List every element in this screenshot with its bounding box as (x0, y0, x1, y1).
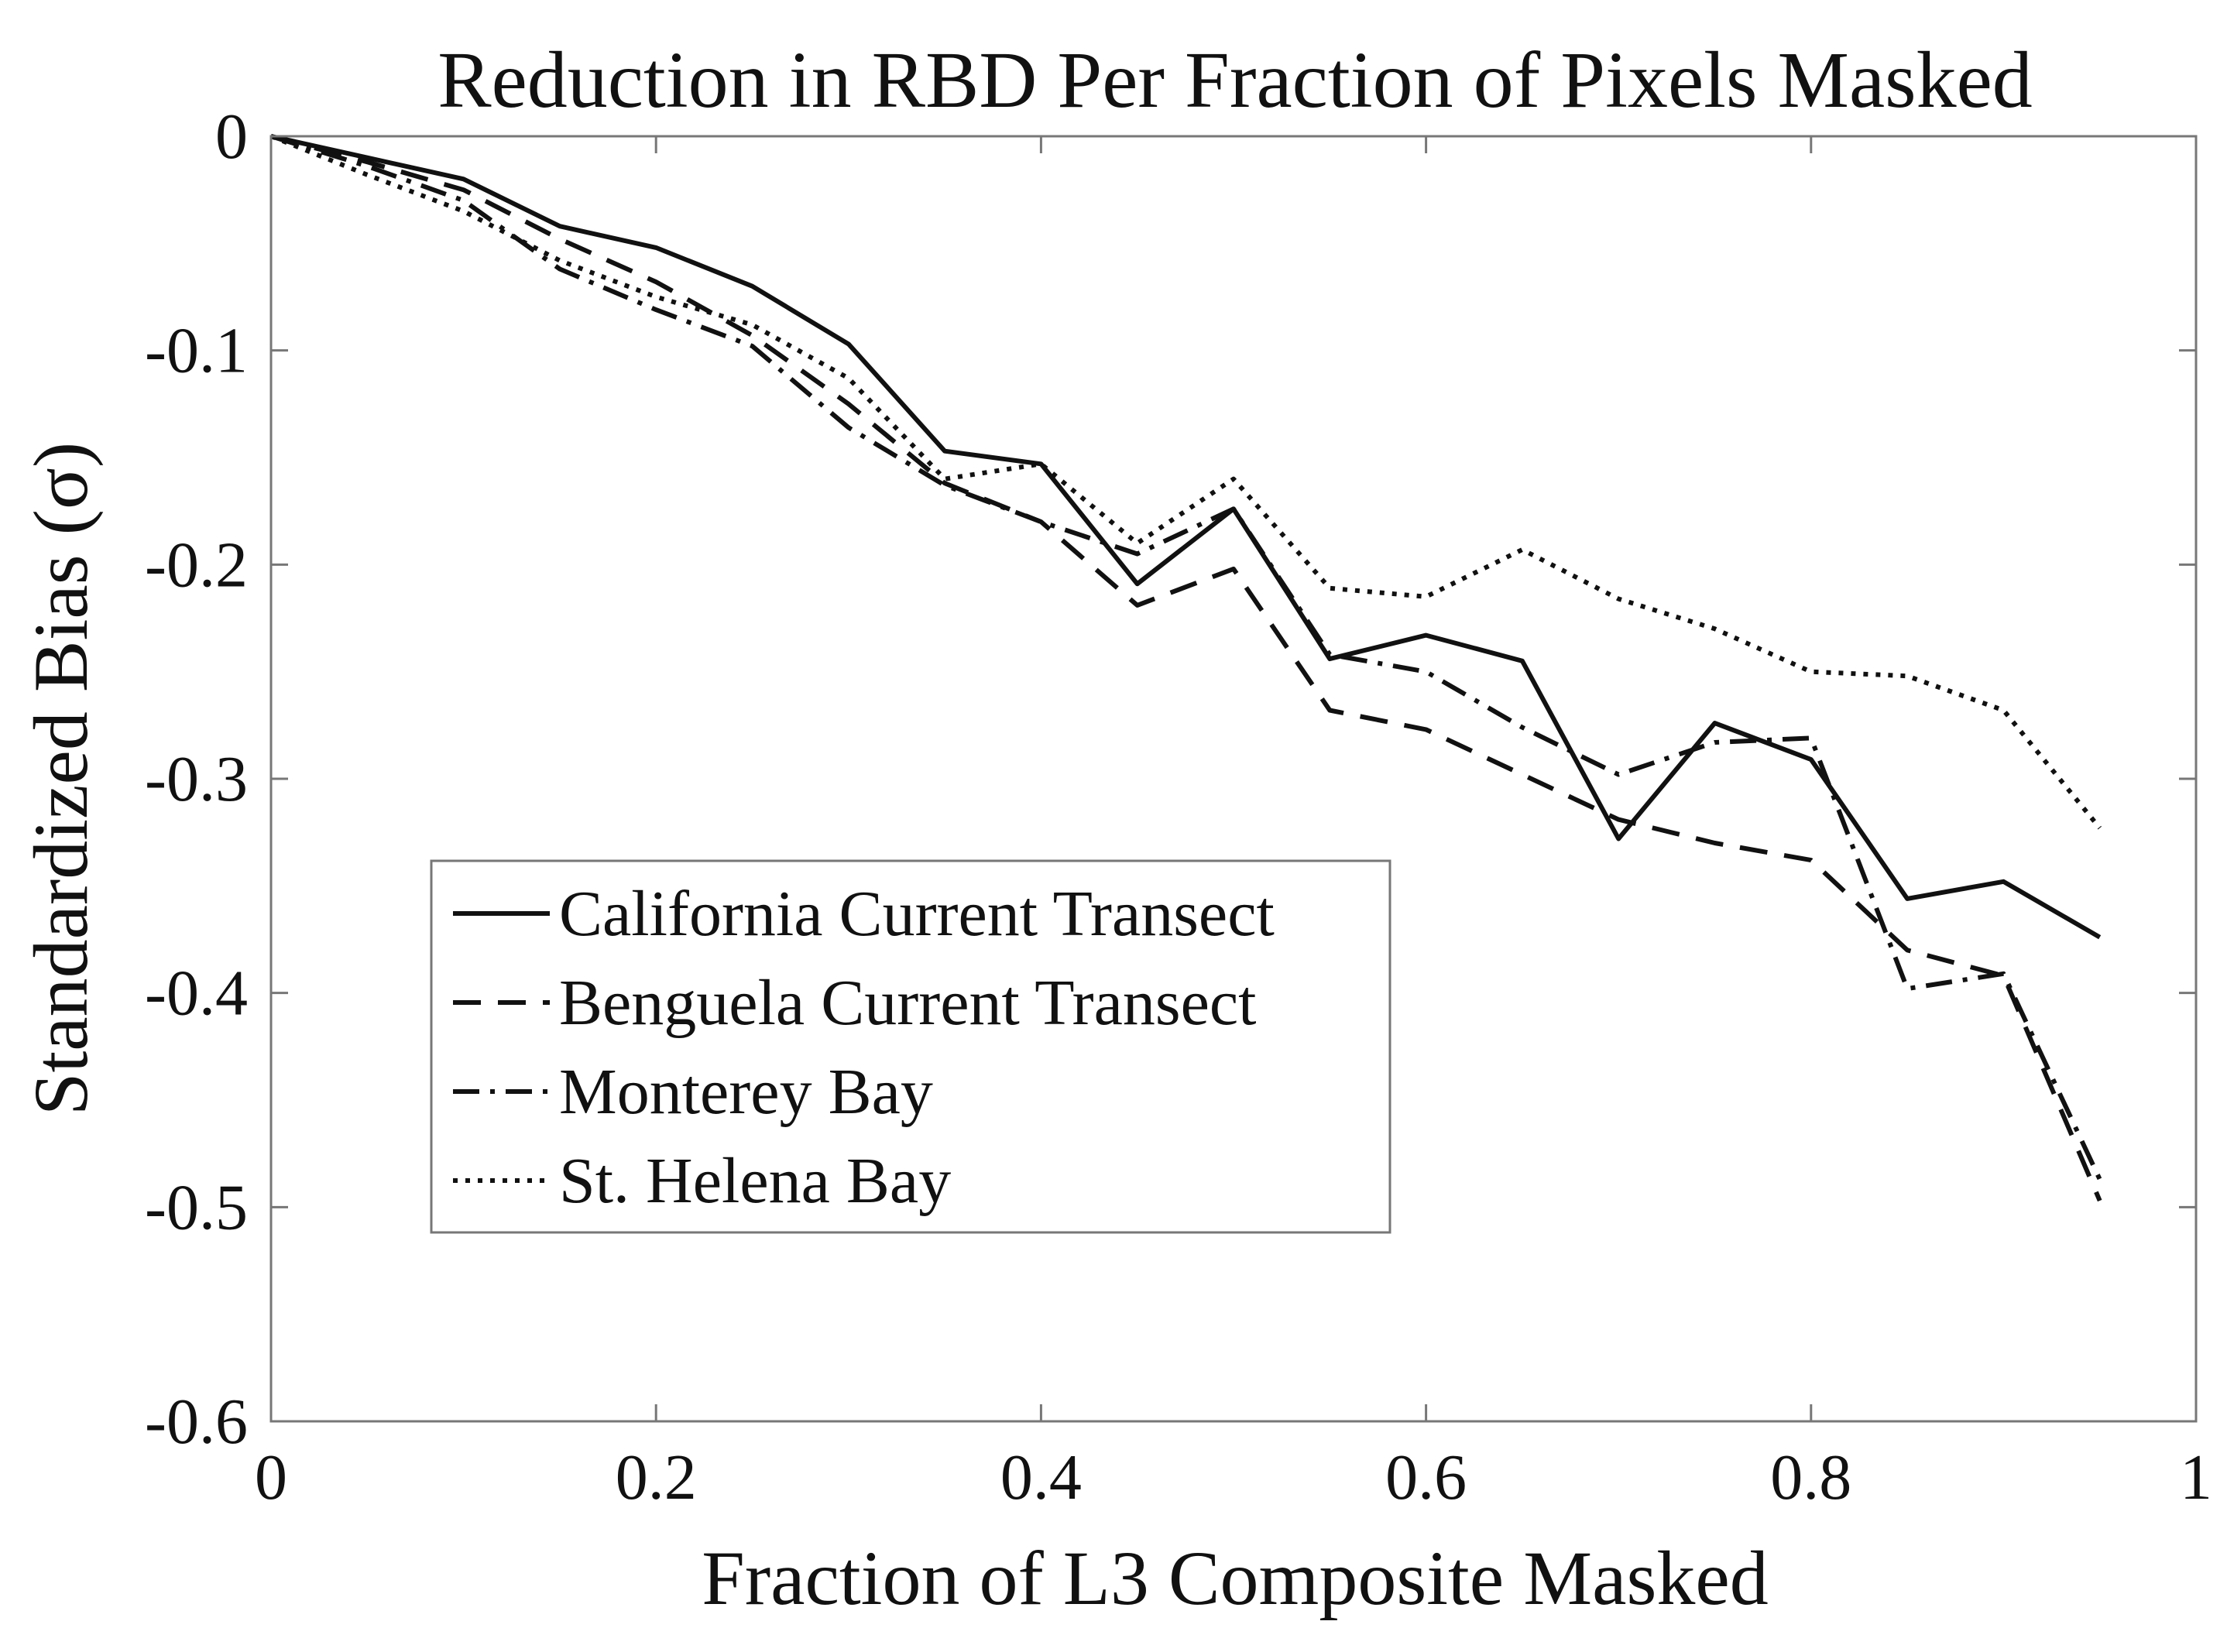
y-axis-label: Standardized Bias (σ) (18, 442, 104, 1116)
x-tick-label: 0.8 (1770, 1441, 1851, 1513)
legend: California Current Transect Benguela Curr… (430, 859, 1391, 1234)
series-line-california-current-transect (270, 134, 2102, 940)
legend-box (430, 859, 1391, 1234)
x-tick-label: 0.2 (616, 1441, 697, 1513)
legend-label-benguela-current-transect: Benguela Current Transect (559, 967, 1257, 1039)
series-line-benguela-current-transect (270, 134, 2102, 1202)
legend-label-st-helena-bay: St. Helena Bay (559, 1145, 951, 1217)
x-axis-label: Fraction of L3 Composite Masked (702, 1535, 1769, 1621)
x-tick-label: 0 (255, 1441, 287, 1513)
y-tick-label: -0.1 (145, 315, 248, 387)
series-line-st-helena-bay (269, 134, 2102, 830)
y-tick-label: 0 (215, 101, 248, 173)
plot-area-frame (269, 135, 2198, 1423)
x-tick-label: 0.4 (1000, 1441, 1082, 1513)
y-tick-label: -0.5 (145, 1171, 248, 1243)
y-tick-label: -0.3 (145, 743, 248, 815)
x-tick-label: 0.6 (1385, 1441, 1467, 1513)
y-tick-label: -0.4 (145, 958, 248, 1030)
ticks-layer: 0 0.2 0.4 0.6 0.8 1 0 -0.1 -0.2 -0.3 -0.4 -0.5 -0.6 (145, 101, 2212, 1513)
series-layer (269, 134, 2102, 1202)
legend-label-california-current-transect: California Current Transect (559, 878, 1275, 950)
series-line-monterey-bay (270, 134, 2102, 1181)
chart-title: Reduction in RBD Per Fraction of Pixels … (438, 36, 2033, 125)
y-tick-label: -0.2 (145, 529, 248, 601)
x-tick-label: 1 (2180, 1441, 2212, 1513)
y-tick-label: -0.6 (145, 1386, 248, 1458)
legend-label-monterey-bay: Monterey Bay (559, 1056, 933, 1128)
